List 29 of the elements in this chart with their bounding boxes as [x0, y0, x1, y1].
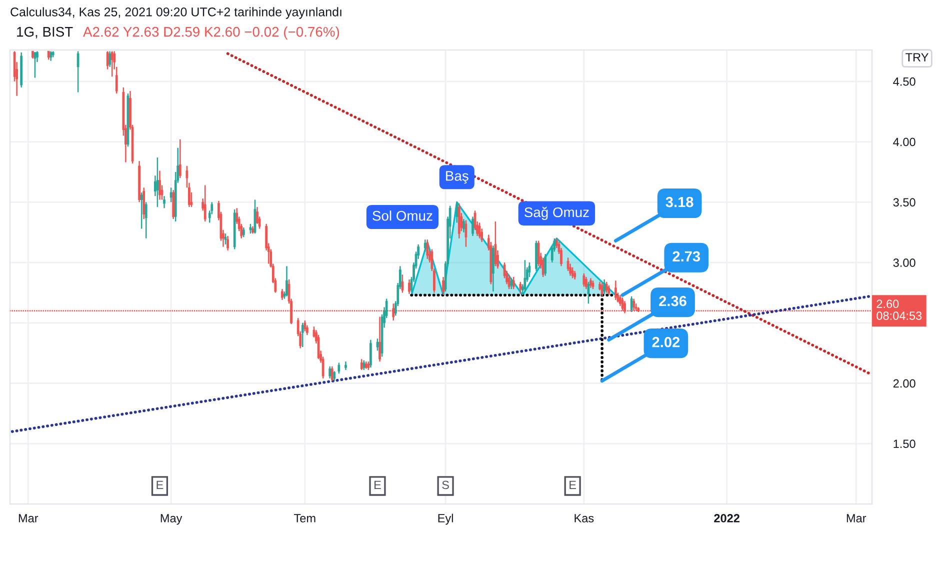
y-tick-label: 4.00	[893, 138, 916, 146]
chart-subtitle: A2.62 Y2.63 D2.59 K2.60 −0.02 (−0.76%)	[83, 26, 340, 40]
y-tick-label: 3.50	[893, 198, 916, 207]
x-tick-label: Eyl	[438, 514, 453, 525]
data-label: Sağ Omuz	[524, 206, 589, 220]
annotation: 2.02	[652, 336, 680, 348]
y-tick-label: 2.00	[893, 379, 916, 388]
x-tick-label: May	[160, 514, 182, 525]
chart-title: 1G, BIST	[17, 26, 73, 38]
annotation: E	[570, 480, 576, 489]
y-tick-label: 3.00	[893, 258, 916, 267]
x-tick-label: 2022	[714, 514, 740, 522]
annotation: 2.73	[672, 251, 700, 262]
annotation: 2.36	[659, 296, 686, 306]
data-label: Baş	[446, 171, 468, 184]
ref-line-label: 2.60 08:04:53	[876, 300, 922, 320]
data-label: Sol Omuz	[372, 210, 432, 221]
text: Calculus34, Kas 25, 2021 09:20 UTC+2 tarihinde yayınlandı	[10, 7, 342, 19]
y-tick-label: 4.50	[893, 77, 916, 86]
annotation: S	[442, 480, 449, 490]
x-tick-label: Kas	[574, 514, 594, 522]
x-tick-label: Mar	[18, 514, 38, 522]
annotation: E	[156, 480, 164, 489]
annotation: 3.18	[666, 196, 694, 208]
y-axis-title: TRY	[906, 53, 928, 62]
x-tick-label: Tem	[294, 514, 316, 522]
y-tick-label: 1.50	[894, 440, 916, 448]
x-tick-label: Mar	[846, 514, 866, 522]
annotation: E	[374, 480, 381, 489]
